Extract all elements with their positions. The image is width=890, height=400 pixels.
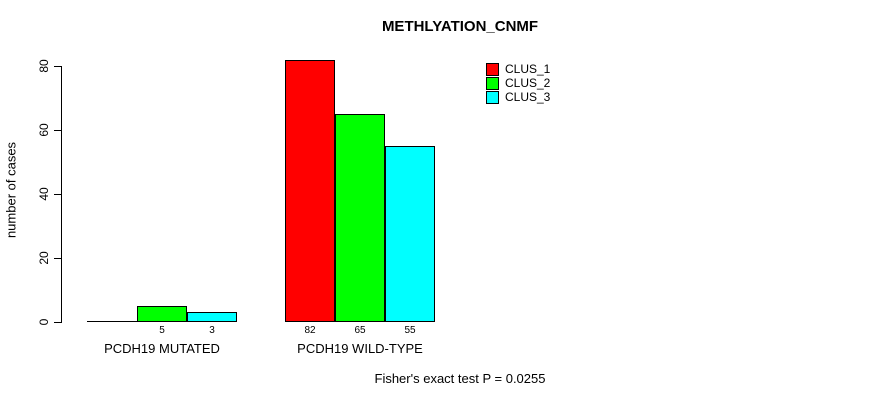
y-axis-tick-label: 80 <box>37 59 51 73</box>
y-axis-tick-mark <box>54 258 61 259</box>
y-axis-tick-label: 60 <box>37 123 51 137</box>
legend-item-clus_2: CLUS_2 <box>486 77 550 90</box>
bar-clus_2-pcdh19-wild-type <box>335 114 385 322</box>
y-axis-tick-mark <box>54 322 61 323</box>
y-axis-tick-label: 0 <box>37 318 51 326</box>
legend-item-clus_3: CLUS_3 <box>486 91 550 104</box>
bar-value-label: 82 <box>304 325 316 336</box>
legend-swatch-clus_3 <box>486 91 499 104</box>
bar-value-label: 5 <box>159 325 165 336</box>
x-axis-category-label: PCDH19 WILD-TYPE <box>297 341 423 356</box>
chart-title: METHLYATION_CNMF <box>381 18 539 35</box>
bar-value-label: 65 <box>354 325 366 336</box>
y-axis-tick-mark <box>54 194 61 195</box>
y-axis-line <box>61 66 62 323</box>
bar-clus_1-pcdh19-wild-type <box>285 60 335 322</box>
legend-label: CLUS_3 <box>505 90 551 104</box>
bar-clus_1-pcdh19-mutated <box>87 321 137 322</box>
bar-value-label: 55 <box>404 325 416 336</box>
y-axis-tick-label: 20 <box>37 251 51 265</box>
legend-label: CLUS_2 <box>505 76 551 90</box>
y-axis-tick-mark <box>54 66 61 67</box>
legend-label: CLUS_1 <box>505 62 551 76</box>
legend-item-clus_1: CLUS_1 <box>486 63 550 76</box>
legend-swatch-clus_1 <box>486 63 499 76</box>
bar-clus_2-pcdh19-mutated <box>137 306 187 322</box>
y-axis-tick-mark <box>54 130 61 131</box>
legend: CLUS_1 CLUS_2 CLUS_3 <box>486 63 550 105</box>
y-axis-tick-label: 40 <box>37 187 51 201</box>
legend-swatch-clus_2 <box>486 77 499 90</box>
x-axis-category-label: PCDH19 MUTATED <box>104 341 220 356</box>
annotation-text: Fisher's exact test P = 0.0255 <box>374 371 546 386</box>
bar-value-label: 3 <box>209 325 215 336</box>
bar-clus_3-pcdh19-mutated <box>187 312 237 322</box>
bar-clus_3-pcdh19-wild-type <box>385 146 435 322</box>
